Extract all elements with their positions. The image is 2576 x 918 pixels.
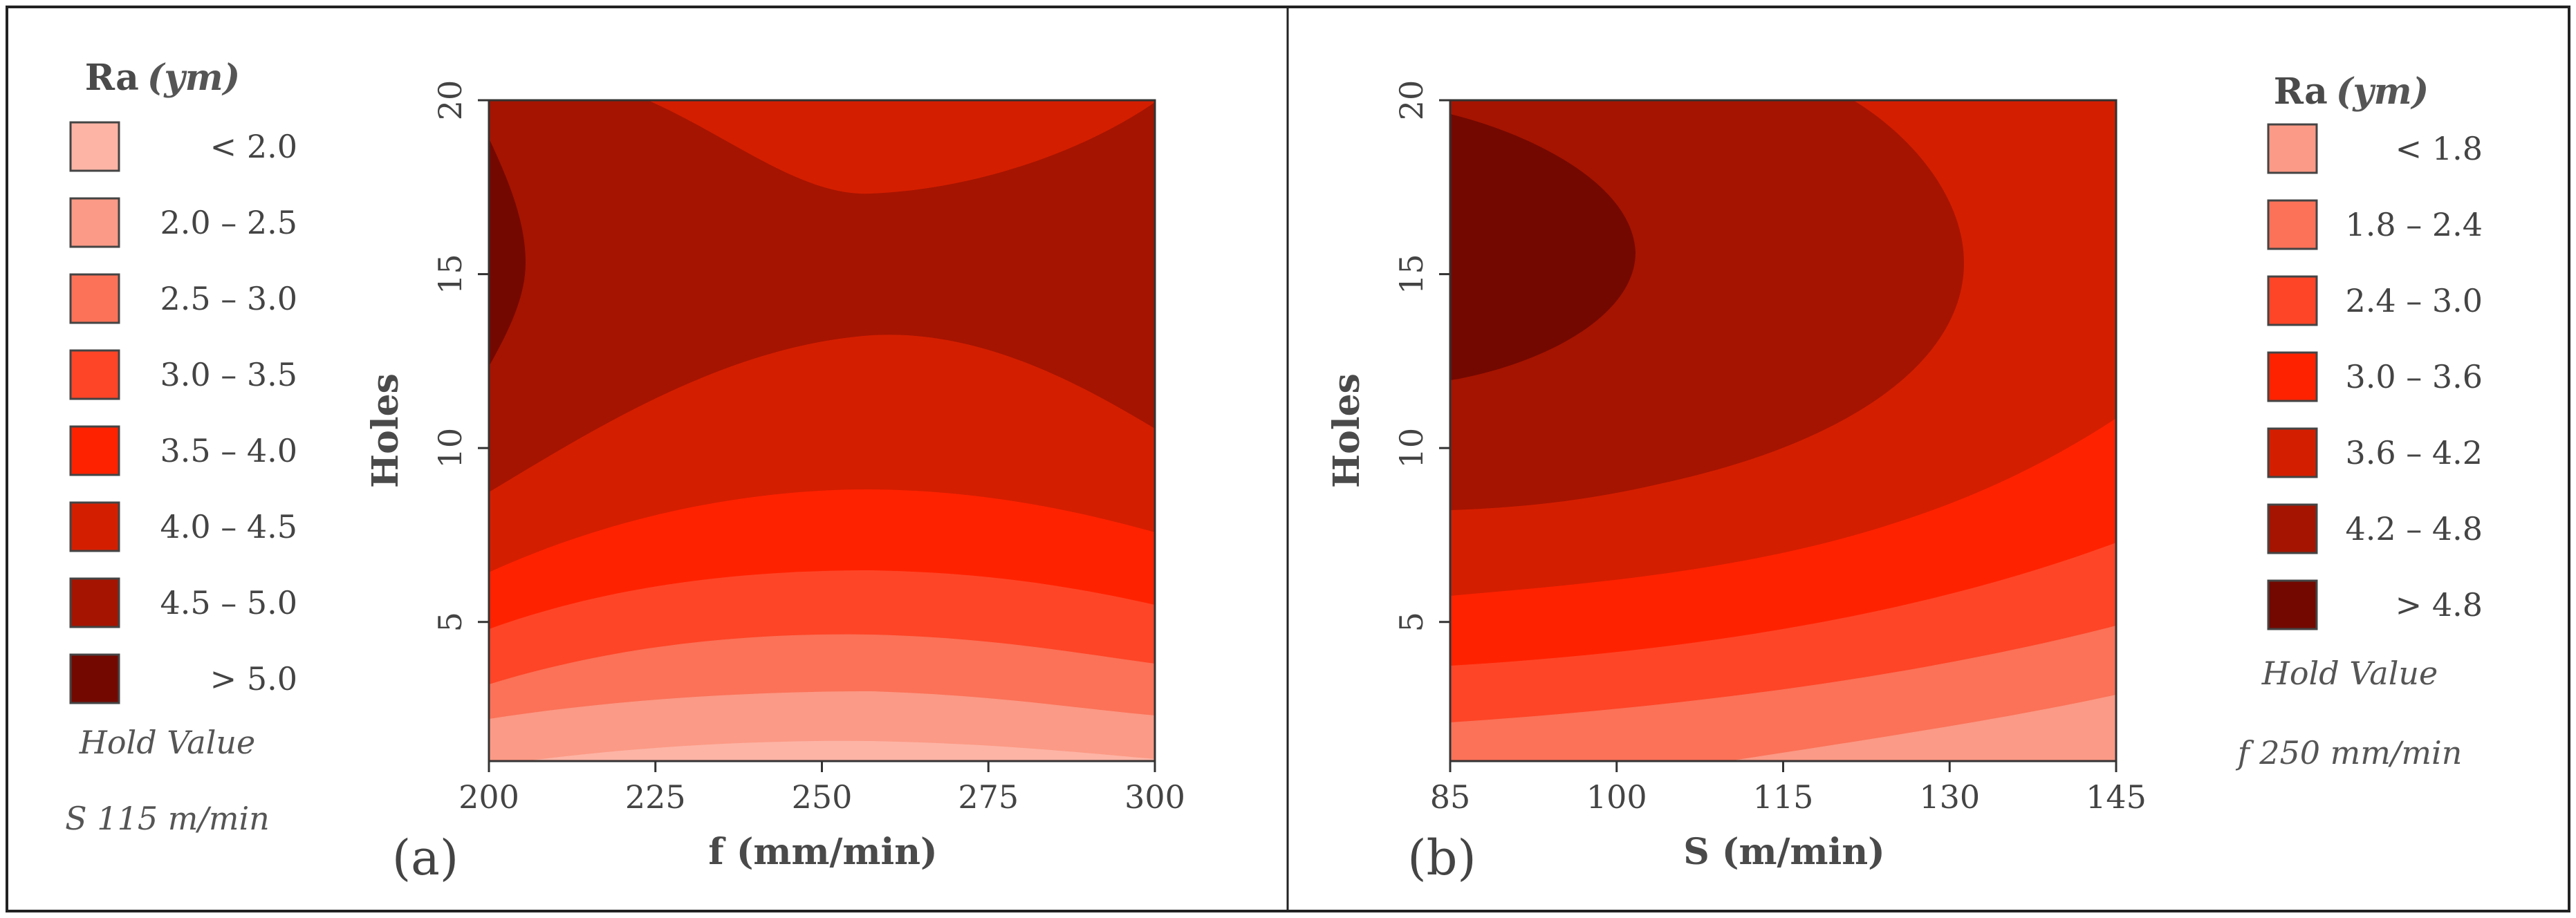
x-tick-label: 100 (1586, 778, 1647, 816)
legend-swatch (2267, 275, 2318, 326)
legend-b: Ra (ym) < 1.8 1.8 – 2.4 2.4 – 3.0 3.0 – 3.6 3… (2236, 71, 2483, 771)
legend-entry-label: 2.0 – 2.5 (160, 204, 297, 241)
legend-a: Ra (ym) < 2.0 2.0 – 2.5 2.5 – 3.0 3.0 – 3.5 3… (65, 57, 297, 837)
x-tick-label: 115 (1753, 778, 1814, 816)
contour-plot-a (489, 100, 1155, 761)
legend-entry-label: 4.0 – 4.5 (160, 508, 297, 545)
legend-entry-label: 4.2 – 4.8 (2345, 510, 2483, 547)
x-axis-label-b: S (m/min) (1683, 831, 1884, 873)
legend-entry-label: 3.0 – 3.6 (2345, 358, 2483, 395)
contour-region-b-lt18 (1729, 695, 2116, 761)
legend-swatch (2267, 123, 2318, 174)
hold-value-a: S 115 m/min (65, 800, 270, 837)
y-tick-label: 5 (432, 612, 469, 632)
legend-entry-label: 2.4 – 3.0 (2345, 282, 2483, 319)
legend-entry-label: < 1.8 (2396, 130, 2483, 167)
legend-entries-b: < 1.8 1.8 – 2.4 2.4 – 3.0 3.0 – 3.6 3.6 – 4.… (2267, 123, 2483, 630)
legend-swatch (69, 653, 120, 704)
hold-title-b: Hold Value (2261, 655, 2438, 692)
x-tick-label: 85 (1430, 778, 1471, 816)
legend-title-main-a: Ra (85, 57, 139, 99)
x-tick-label: 300 (1124, 778, 1185, 816)
legend-title-main-b: Ra (2274, 71, 2328, 113)
legend-swatch (69, 577, 120, 628)
contour-region-a-top-red (648, 100, 1155, 194)
legend-swatch (2267, 503, 2318, 554)
y-axis-label-a: Holes (364, 373, 407, 488)
legend-swatch (2267, 199, 2318, 250)
legend-entry-label: 2.5 – 3.0 (160, 280, 297, 317)
hold-title-a: Hold Value (79, 724, 256, 761)
legend-entry-label: 3.6 – 4.2 (2345, 434, 2483, 471)
legend-entry-label: < 2.0 (210, 128, 297, 165)
x-tick-label: 275 (958, 778, 1019, 816)
contour-region-a-2025 (489, 691, 1155, 761)
x-axis-label-a: f (mm/min) (708, 831, 937, 873)
panel-b: 85 100 115 130 145 5 10 15 20 S (m/min) Holes (b… (1326, 71, 2483, 886)
y-tick-label: 5 (1393, 612, 1430, 632)
y-tick-label: 15 (1393, 254, 1430, 294)
legend-swatch (2267, 351, 2318, 402)
x-tick-label: 200 (458, 778, 519, 816)
legend-entry-label: 3.5 – 4.0 (160, 432, 297, 469)
contour-region-b-gt48 (1450, 114, 1636, 380)
x-tick-label: 130 (1919, 778, 1980, 816)
axes-b: 85 100 115 130 145 5 10 15 20 (1393, 80, 2147, 816)
legend-swatch (69, 273, 120, 324)
legend-entries-a: < 2.0 2.0 – 2.5 2.5 – 3.0 3.0 – 3.5 3.5 – 4.… (69, 121, 297, 704)
legend-swatch (69, 349, 120, 400)
y-tick-label: 20 (432, 80, 469, 121)
y-tick-label: 10 (432, 428, 469, 469)
legend-swatch (2267, 579, 2318, 630)
legend-entry-label: 1.8 – 2.4 (2345, 206, 2483, 243)
legend-title-unit-a: (ym) (147, 57, 240, 99)
y-tick-label: 10 (1393, 428, 1430, 469)
legend-title-a: Ra (ym) (85, 57, 241, 99)
legend-swatch (69, 425, 120, 476)
legend-title-unit-b: (ym) (2336, 71, 2429, 113)
legend-title-b: Ra (ym) (2274, 71, 2429, 113)
y-axis-label-b: Holes (1326, 373, 1368, 488)
legend-entry-label: > 4.8 (2396, 586, 2483, 624)
x-tick-label: 250 (792, 778, 853, 816)
panel-label-b: (b) (1407, 830, 1476, 886)
y-tick-label: 20 (1393, 80, 1430, 121)
y-tick-label: 15 (432, 254, 469, 294)
contour-plot-b (1450, 100, 2116, 761)
hold-value-b: f 250 mm/min (2236, 734, 2463, 771)
legend-swatch (69, 501, 120, 552)
panel-label-a: (a) (392, 830, 458, 886)
legend-entry-label: > 5.0 (210, 660, 297, 697)
legend-entry-label: 4.5 – 5.0 (160, 584, 297, 621)
contour-region-b-corner (2102, 100, 2116, 114)
axes-a: 200 225 250 275 300 5 10 15 20 (432, 80, 1185, 816)
legend-swatch (69, 121, 120, 172)
x-tick-label: 145 (2086, 778, 2147, 816)
legend-swatch (69, 197, 120, 248)
legend-entry-label: 3.0 – 3.5 (160, 356, 297, 393)
x-tick-label: 225 (625, 778, 686, 816)
legend-swatch (2267, 427, 2318, 478)
contour-region-a-darkest (489, 138, 526, 366)
contour-region-a-lt20 (526, 740, 1155, 761)
